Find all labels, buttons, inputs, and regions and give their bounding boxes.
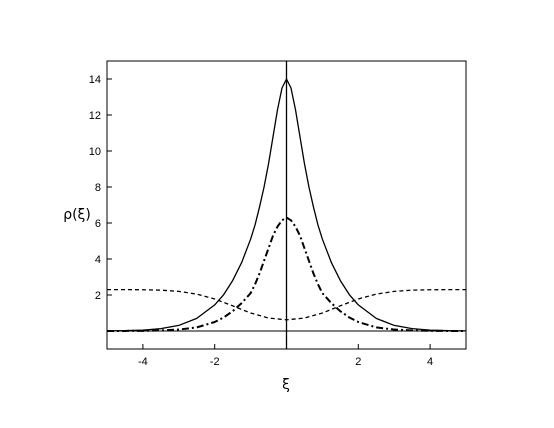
- x-tick-label: -2: [210, 356, 220, 368]
- x-tick-label: -4: [138, 356, 148, 368]
- series-line-3-dashed: [107, 288, 466, 321]
- y-tick-label: 12: [89, 110, 101, 122]
- series-line-2-dash-dot: [106, 216, 467, 332]
- y-tick-label: 14: [89, 74, 101, 86]
- axis-ticks: -4 -2 2 4 2 4 6 8 10 12 14: [89, 74, 433, 368]
- series-line-1-solid: [106, 78, 467, 332]
- y-axis-title: ρ(ξ): [63, 207, 91, 223]
- y-tick-label: 6: [95, 218, 101, 230]
- y-tick-label: 10: [89, 146, 101, 158]
- x-tick-label: 4: [427, 356, 433, 368]
- x-axis-title: ξ: [282, 377, 290, 393]
- series-layer: [106, 78, 467, 332]
- y-tick-label: 4: [95, 254, 101, 266]
- y-tick-label: 8: [95, 182, 101, 194]
- y-tick-label: 2: [95, 290, 101, 302]
- x-tick-label: 2: [355, 356, 361, 368]
